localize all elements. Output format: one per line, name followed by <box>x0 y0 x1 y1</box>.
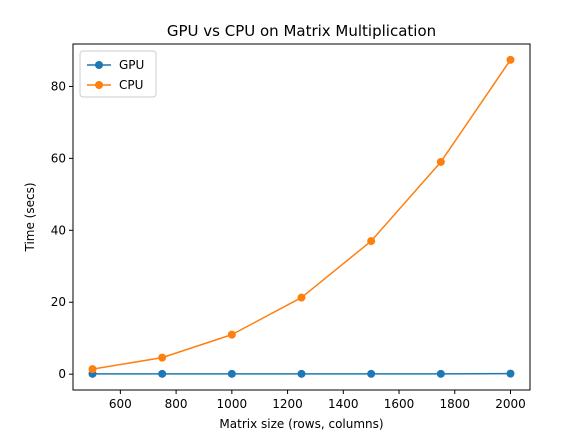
x-tick-label: 600 <box>109 397 132 411</box>
data-point-cpu <box>506 55 515 64</box>
y-tick-label: 80 <box>51 79 66 93</box>
legend-label-gpu: GPU <box>119 58 144 72</box>
series-cpu <box>88 55 515 374</box>
data-point-gpu <box>367 369 376 378</box>
y-axis-ticks: 0 20 40 60 80 <box>51 79 73 381</box>
x-tick-label: 1200 <box>272 397 303 411</box>
data-point-cpu <box>227 330 236 339</box>
x-axis-label: Matrix size (rows, columns) <box>219 417 383 431</box>
x-tick-label: 2000 <box>495 397 526 411</box>
legend: GPU CPU <box>79 50 157 98</box>
series-layer <box>88 55 515 378</box>
data-point-gpu <box>158 369 167 378</box>
x-tick-label: 1800 <box>439 397 470 411</box>
x-tick-label: 1400 <box>328 397 359 411</box>
y-tick-label: 20 <box>51 295 66 309</box>
y-tick-label: 60 <box>51 151 66 165</box>
legend-marker-cpu <box>95 81 103 89</box>
data-point-gpu <box>506 369 515 378</box>
data-point-gpu <box>436 369 445 378</box>
y-tick-label: 0 <box>58 367 66 381</box>
data-point-cpu <box>158 353 167 362</box>
data-point-gpu <box>297 369 306 378</box>
data-point-cpu <box>88 365 97 374</box>
data-point-gpu <box>227 369 236 378</box>
axes-frame <box>72 43 531 391</box>
data-point-cpu <box>436 157 445 166</box>
y-axis-label: Time (secs) <box>23 182 37 252</box>
data-point-cpu <box>367 237 376 246</box>
legend-label-cpu: CPU <box>119 78 143 92</box>
x-tick-label: 1000 <box>217 397 248 411</box>
chart-title: GPU vs CPU on Matrix Multiplication <box>167 22 436 40</box>
x-tick-label: 800 <box>165 397 188 411</box>
legend-box <box>79 50 157 98</box>
legend-marker-gpu <box>95 61 103 69</box>
data-point-cpu <box>297 293 306 302</box>
y-tick-label: 40 <box>51 223 66 237</box>
x-axis-ticks: 600 800 1000 1200 1400 1600 1800 2000 <box>109 390 526 411</box>
x-tick-label: 1600 <box>384 397 415 411</box>
